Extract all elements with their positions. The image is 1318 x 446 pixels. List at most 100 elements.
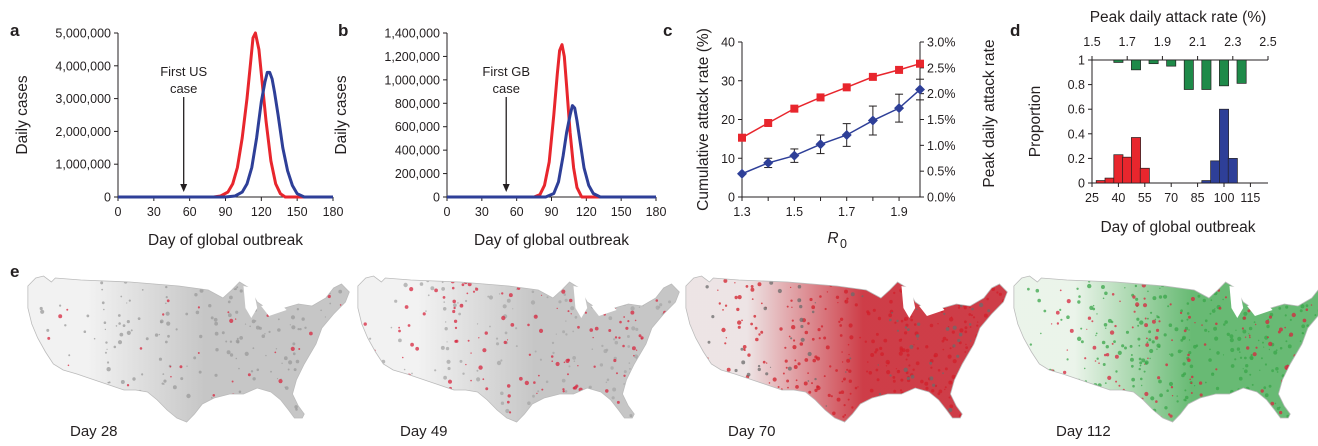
map-dot <box>769 366 772 368</box>
map-dot <box>106 361 110 364</box>
map-dot <box>236 286 239 289</box>
map-dot <box>958 341 962 345</box>
map-dot <box>1129 344 1133 348</box>
map-dot <box>814 388 818 393</box>
map-dot <box>937 323 939 325</box>
map-dot <box>954 279 959 283</box>
map-dot <box>341 316 344 318</box>
map-dot <box>788 335 791 338</box>
map-dot <box>965 366 969 369</box>
map-dot <box>1047 390 1053 396</box>
diamond-marker <box>894 103 905 114</box>
map-dot <box>811 305 816 310</box>
x-tick-label: 150 <box>287 205 308 219</box>
map-dot <box>583 281 587 285</box>
map-dot <box>998 414 1001 417</box>
map-dot <box>1199 393 1203 397</box>
map-dot <box>572 386 576 390</box>
map-dot <box>540 294 543 296</box>
map-dot <box>870 400 873 403</box>
map-dot <box>574 315 578 319</box>
map-dot <box>1308 355 1310 357</box>
map-dot <box>194 293 198 297</box>
map-dot <box>1296 288 1299 291</box>
map-dot <box>214 321 219 326</box>
map-dot <box>1262 341 1264 344</box>
map-dot <box>1083 367 1086 370</box>
map-dot <box>1095 332 1098 335</box>
map-dot <box>1278 410 1283 415</box>
map-dot <box>527 323 530 327</box>
map-dot <box>779 327 783 331</box>
map-dot <box>848 369 852 373</box>
map-dot <box>1086 328 1088 330</box>
map-dot <box>661 397 666 402</box>
map-dot <box>900 338 903 341</box>
map-dot <box>294 388 298 391</box>
map-dot <box>1165 363 1169 367</box>
map-dot <box>1243 369 1248 374</box>
bar-peak-rate <box>1166 59 1177 67</box>
map-dot <box>186 365 188 367</box>
map-dot <box>594 326 599 331</box>
map-dot <box>573 415 576 418</box>
map-dot <box>671 377 676 381</box>
map-dot <box>1289 318 1292 321</box>
map-dot <box>472 290 476 293</box>
map-dot <box>1242 416 1245 419</box>
map-dot <box>1109 330 1115 335</box>
map-dot <box>970 314 973 317</box>
map-dot <box>756 404 759 407</box>
map-dot <box>1089 305 1094 310</box>
map-dot <box>962 380 967 385</box>
map-dot <box>904 331 908 335</box>
map-dot <box>894 409 898 413</box>
map-dot <box>1001 358 1006 364</box>
map-dot <box>394 299 398 303</box>
map-dot <box>1231 279 1235 284</box>
map-dot <box>322 327 325 330</box>
map-dot <box>844 414 847 416</box>
map-dot <box>466 292 469 295</box>
square-marker <box>790 104 799 113</box>
map-dot <box>999 280 1002 283</box>
map-dot <box>41 365 44 368</box>
map-dot <box>642 396 646 399</box>
map-dot <box>839 317 844 321</box>
map-dot <box>453 306 456 310</box>
map-dot <box>549 403 551 406</box>
map-dot <box>975 295 980 299</box>
map-dot <box>872 308 876 312</box>
map-dot <box>1188 315 1191 319</box>
map-dot <box>910 374 915 379</box>
map-dot <box>330 367 335 372</box>
map-dot <box>195 310 200 315</box>
map-dot <box>1112 411 1116 414</box>
map-dot <box>1274 402 1277 405</box>
map-dot <box>1299 288 1304 293</box>
map-dot <box>134 407 138 411</box>
map-dot <box>235 357 238 360</box>
map-dot <box>903 367 908 372</box>
map-dot <box>101 288 104 291</box>
map-dot <box>1133 417 1138 422</box>
map-dot <box>1242 281 1247 287</box>
map-dot <box>341 367 346 371</box>
map-dot <box>614 340 619 345</box>
map-dot <box>126 330 131 335</box>
map-dot <box>593 365 596 368</box>
map-dot <box>864 340 867 343</box>
map-dot <box>218 401 222 405</box>
map-dot <box>225 291 227 294</box>
map-dot <box>238 367 240 370</box>
map-dot <box>996 291 999 294</box>
x2-tick-label: 1.7 <box>1119 35 1136 49</box>
map-dot <box>601 344 604 348</box>
bar-peak-rate <box>1183 59 1194 90</box>
map-dot <box>1208 358 1212 362</box>
map-dot <box>800 279 803 281</box>
map-dot <box>1070 414 1072 416</box>
map-dot <box>568 298 573 303</box>
map-dot <box>393 395 396 398</box>
map-dot <box>757 367 761 372</box>
